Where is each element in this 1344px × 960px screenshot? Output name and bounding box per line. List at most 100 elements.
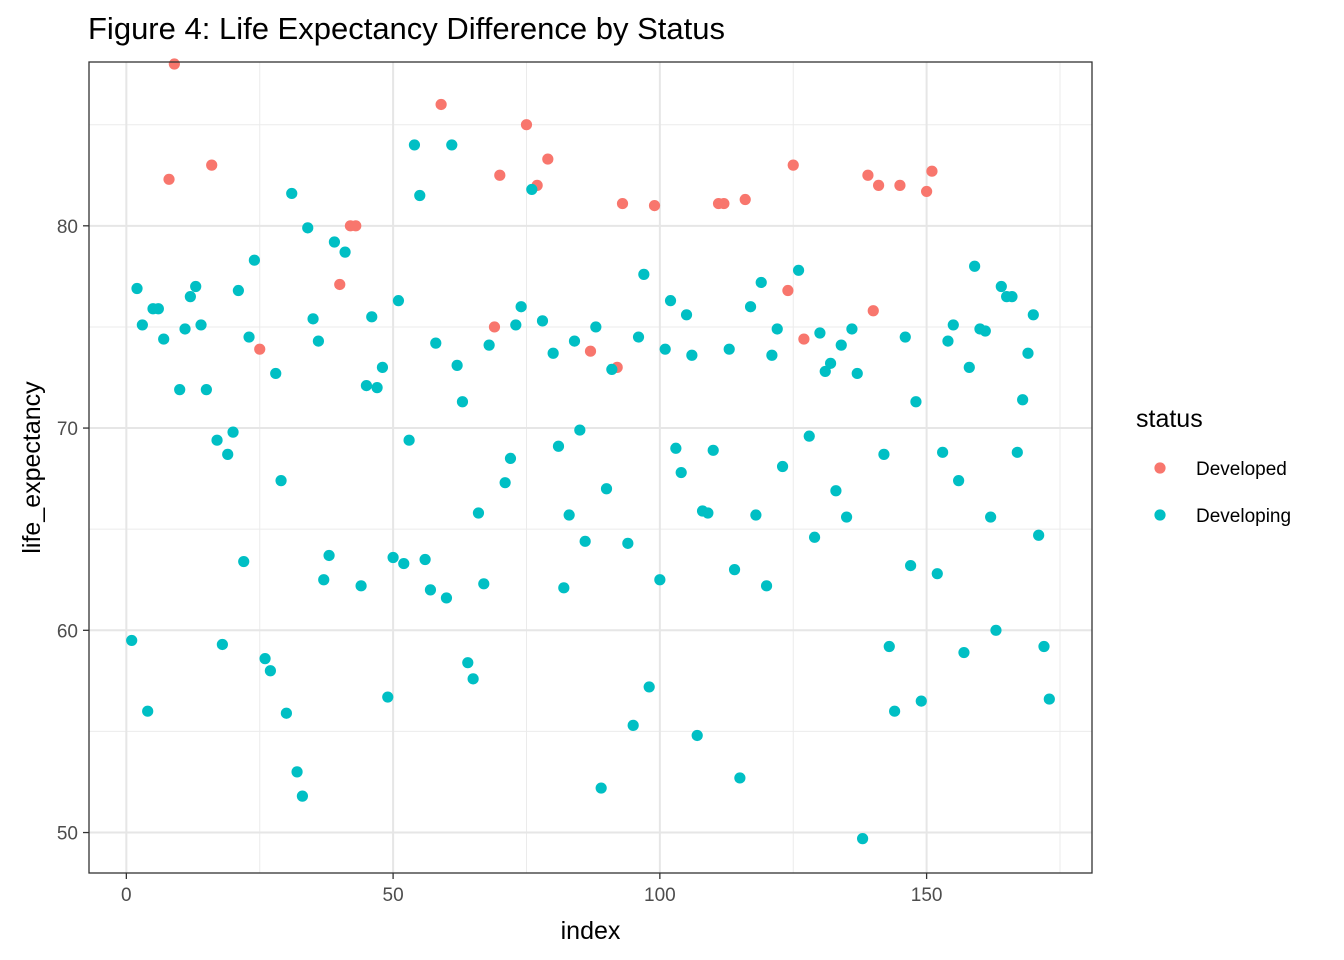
data-point — [995, 280, 1007, 293]
data-point — [494, 169, 506, 181]
data-point — [707, 444, 719, 456]
legend-entries: Developed Developing — [1154, 459, 1291, 527]
data-point — [536, 315, 549, 327]
data-point — [200, 384, 212, 396]
data-point — [190, 280, 202, 293]
legend: status Developed Developing — [1136, 405, 1291, 527]
data-point — [627, 719, 639, 731]
data-point — [595, 782, 607, 794]
data-point — [510, 319, 522, 331]
data-point — [547, 347, 559, 359]
data-point — [835, 339, 847, 351]
data-point — [563, 509, 575, 521]
data-point — [616, 197, 629, 210]
data-point — [558, 582, 570, 594]
data-point — [238, 555, 250, 568]
data-point — [979, 325, 991, 337]
data-point — [446, 139, 458, 151]
data-point — [750, 509, 762, 521]
data-point — [1038, 640, 1050, 653]
data-point — [334, 278, 346, 291]
y-tick-label: 80 — [57, 217, 78, 238]
data-point — [771, 323, 783, 335]
data-point — [792, 264, 805, 276]
x-tick-label: 100 — [644, 885, 676, 906]
series-developed — [163, 58, 938, 373]
data-point — [440, 592, 453, 604]
legend-label-developed: Developed — [1196, 459, 1287, 480]
data-point — [830, 485, 842, 497]
data-point — [430, 337, 442, 349]
data-point — [664, 295, 677, 307]
data-point — [462, 657, 474, 669]
data-point — [515, 301, 527, 313]
data-point — [787, 159, 799, 171]
data-point — [942, 335, 954, 347]
data-point — [259, 653, 271, 665]
data-point — [1043, 693, 1055, 705]
legend-label-developing: Developing — [1196, 506, 1291, 527]
data-point — [734, 772, 746, 784]
data-point — [552, 440, 565, 452]
data-point — [899, 331, 911, 343]
data-point — [622, 537, 634, 549]
x-axis-title: index — [561, 917, 621, 945]
data-point — [872, 179, 885, 191]
data-point — [947, 319, 959, 331]
data-point — [158, 333, 170, 345]
data-point — [883, 640, 895, 653]
grid-lines — [89, 62, 1092, 873]
data-point — [1006, 291, 1018, 303]
data-point — [814, 327, 826, 339]
data-point — [478, 578, 490, 590]
data-point — [451, 359, 463, 371]
data-point — [808, 531, 821, 543]
data-point — [302, 222, 314, 234]
data-point — [862, 169, 874, 181]
data-point — [574, 424, 586, 436]
data-point — [392, 295, 405, 307]
y-tick-label: 60 — [57, 621, 78, 642]
data-point — [435, 98, 447, 111]
data-point — [1027, 309, 1039, 321]
data-point — [568, 335, 581, 347]
data-point — [472, 507, 485, 519]
data-point — [648, 199, 661, 212]
x-tick-label: 0 — [121, 885, 132, 906]
data-point — [456, 396, 469, 408]
data-point — [232, 284, 244, 297]
data-point — [937, 446, 949, 458]
data-point — [910, 396, 922, 408]
data-point — [632, 331, 645, 343]
data-point — [824, 357, 837, 369]
data-point — [366, 311, 378, 323]
data-point — [766, 349, 778, 361]
data-point — [467, 673, 479, 685]
x-axis: 0 50 100 150 — [121, 873, 942, 906]
data-point — [851, 367, 863, 380]
data-point — [280, 707, 292, 719]
data-point — [755, 276, 767, 289]
series-developing — [126, 139, 1055, 845]
data-point — [350, 220, 362, 232]
data-point — [339, 246, 351, 258]
data-point — [312, 335, 325, 347]
data-points — [126, 58, 1055, 845]
legend-key-developed — [1154, 462, 1166, 474]
data-point — [915, 695, 927, 707]
data-point — [958, 646, 970, 659]
data-point — [520, 119, 533, 131]
data-point — [686, 349, 698, 361]
data-point — [387, 551, 399, 564]
data-point — [867, 305, 879, 317]
data-point — [878, 448, 890, 460]
data-point — [675, 466, 687, 479]
data-point — [270, 367, 282, 380]
data-point — [216, 638, 228, 651]
data-point — [819, 365, 831, 378]
data-point — [931, 568, 943, 580]
data-point — [328, 236, 341, 248]
y-axis: 50 60 70 80 — [57, 217, 89, 845]
